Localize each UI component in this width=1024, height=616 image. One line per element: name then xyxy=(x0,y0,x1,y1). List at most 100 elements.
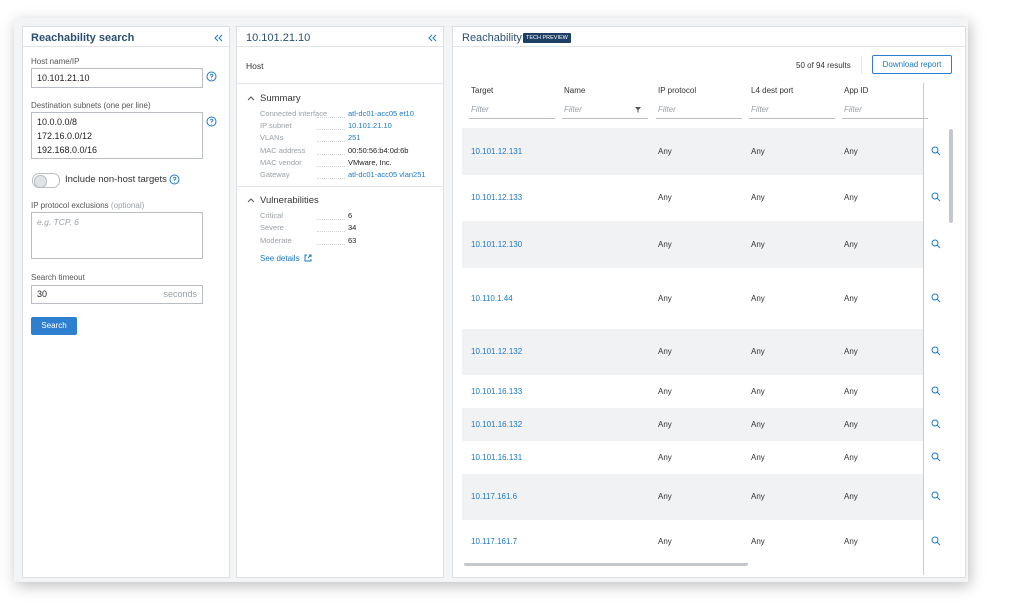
caret-icon[interactable] xyxy=(247,196,255,204)
cell: Any xyxy=(658,492,672,501)
divider xyxy=(453,46,965,47)
search-icon[interactable] xyxy=(931,536,941,546)
placeholder: e.g. TCP, 6 xyxy=(37,217,79,227)
cell: Any xyxy=(751,452,765,462)
search-icon[interactable] xyxy=(931,346,941,356)
help-icon[interactable] xyxy=(206,116,217,127)
leader-dots xyxy=(317,231,345,233)
leader-dots xyxy=(317,153,345,155)
help-icon[interactable] xyxy=(169,174,180,185)
cell: Any xyxy=(844,492,858,501)
subnet-line: 172.16.0.0/12 xyxy=(37,131,93,141)
collapse-icon[interactable] xyxy=(213,33,223,43)
cell: Any xyxy=(844,347,858,356)
target-link[interactable]: 10.101.12.132 xyxy=(471,347,523,356)
table-row[interactable] xyxy=(462,329,923,375)
cell: Any xyxy=(658,386,672,396)
target-link[interactable]: 10.101.16.131 xyxy=(471,452,523,462)
search-icon[interactable] xyxy=(931,452,941,462)
cell: Any xyxy=(751,419,765,429)
leader-dots xyxy=(317,219,345,220)
search-icon[interactable] xyxy=(931,146,941,156)
target-link[interactable]: 10.101.12.133 xyxy=(471,193,523,202)
property-label: Moderate xyxy=(260,235,292,245)
filter-placeholder: Filter xyxy=(471,105,489,114)
search-icon[interactable] xyxy=(931,419,941,429)
column-filter[interactable]: Filter xyxy=(656,103,742,119)
cell: Any xyxy=(844,293,858,303)
toggle-knob xyxy=(34,175,47,188)
property-value[interactable]: 251 xyxy=(348,133,361,143)
see-details-link[interactable]: See details xyxy=(260,254,312,263)
cell: Any xyxy=(751,536,765,546)
leader-dots xyxy=(317,129,345,131)
filter-placeholder: Filter xyxy=(658,105,676,114)
target-link[interactable]: 10.101.16.132 xyxy=(471,419,523,429)
property-label: MAC address xyxy=(260,145,306,155)
search-button[interactable]: Search xyxy=(31,317,77,335)
divider xyxy=(237,46,443,47)
table-row[interactable] xyxy=(462,221,923,268)
cell: Any xyxy=(658,239,672,249)
host-input[interactable]: 10.101.21.10 xyxy=(31,68,203,88)
property-value[interactable]: atl-dc01-acc05 et10 xyxy=(348,109,414,118)
search-icon[interactable] xyxy=(931,239,941,249)
section-title: Vulnerabilities xyxy=(260,195,319,206)
subnet-line: 10.0.0.0/8 xyxy=(37,117,78,127)
table-row[interactable] xyxy=(462,375,923,408)
cell: Any xyxy=(658,193,672,202)
vertical-scrollbar[interactable] xyxy=(949,129,953,223)
table-row[interactable] xyxy=(462,520,923,563)
table-row[interactable] xyxy=(462,408,923,441)
filter-placeholder: Filter xyxy=(564,105,582,114)
cell: Any xyxy=(751,146,765,156)
divider xyxy=(23,46,229,47)
table-row[interactable] xyxy=(462,128,923,175)
cell: Any xyxy=(844,419,858,429)
search-icon[interactable] xyxy=(931,491,941,501)
column-filter[interactable]: Filter xyxy=(749,103,835,119)
collapse-icon[interactable] xyxy=(427,33,437,43)
caret-icon[interactable] xyxy=(247,94,255,102)
cell: Any xyxy=(658,536,672,546)
input-value: 30 xyxy=(37,289,48,299)
filter-icon[interactable] xyxy=(634,106,642,114)
horizontal-scrollbar[interactable] xyxy=(464,562,748,566)
target-link[interactable]: 10.110.1.44 xyxy=(471,293,513,303)
target-link[interactable]: 10.101.12.130 xyxy=(471,239,523,249)
property-value[interactable]: 10.101.21.10 xyxy=(348,121,392,131)
search-icon[interactable] xyxy=(931,192,941,202)
column-header: App ID xyxy=(844,86,869,95)
property-value[interactable]: atl-dc01-acc05 vlan251 xyxy=(348,170,426,179)
table-row[interactable] xyxy=(462,268,923,329)
target-link[interactable]: 10.101.16.133 xyxy=(471,386,523,396)
table-row[interactable] xyxy=(462,441,923,474)
results-count: 50 of 94 results xyxy=(796,61,851,70)
target-link[interactable]: 10.117.161.6 xyxy=(471,492,518,501)
timeout-input[interactable]: 30 seconds xyxy=(31,285,203,304)
cell: Any xyxy=(844,386,858,396)
subnets-textarea[interactable]: 10.0.0.0/8 172.16.0.0/12 192.168.0.0/16 xyxy=(31,112,203,159)
search-icon[interactable] xyxy=(931,386,941,396)
help-icon[interactable] xyxy=(206,71,217,82)
column-header: Name xyxy=(564,86,586,95)
column-filter[interactable]: Filter xyxy=(562,103,648,119)
cell: Any xyxy=(658,293,672,303)
toggle-switch[interactable] xyxy=(32,173,60,188)
table-row[interactable] xyxy=(462,175,923,221)
column-filter[interactable]: Filter xyxy=(469,103,555,119)
section-label: Host xyxy=(246,61,264,71)
column-filter[interactable]: Filter xyxy=(842,103,928,119)
property-value: 63 xyxy=(348,235,357,245)
search-icon[interactable] xyxy=(931,293,941,303)
target-link[interactable]: 10.117.161.7 xyxy=(471,536,518,546)
target-link[interactable]: 10.101.12.131 xyxy=(471,146,523,156)
table-row[interactable] xyxy=(462,474,923,520)
label-text: IP protocol exclusions xyxy=(31,201,109,210)
property-label: IP subnet xyxy=(260,121,292,131)
cell: Any xyxy=(751,193,765,202)
filter-placeholder: Filter xyxy=(751,105,769,114)
download-button[interactable]: Download report xyxy=(872,55,952,74)
field-label: Host name/IP xyxy=(31,57,80,66)
exclusions-textarea[interactable]: e.g. TCP, 6 xyxy=(31,212,203,259)
